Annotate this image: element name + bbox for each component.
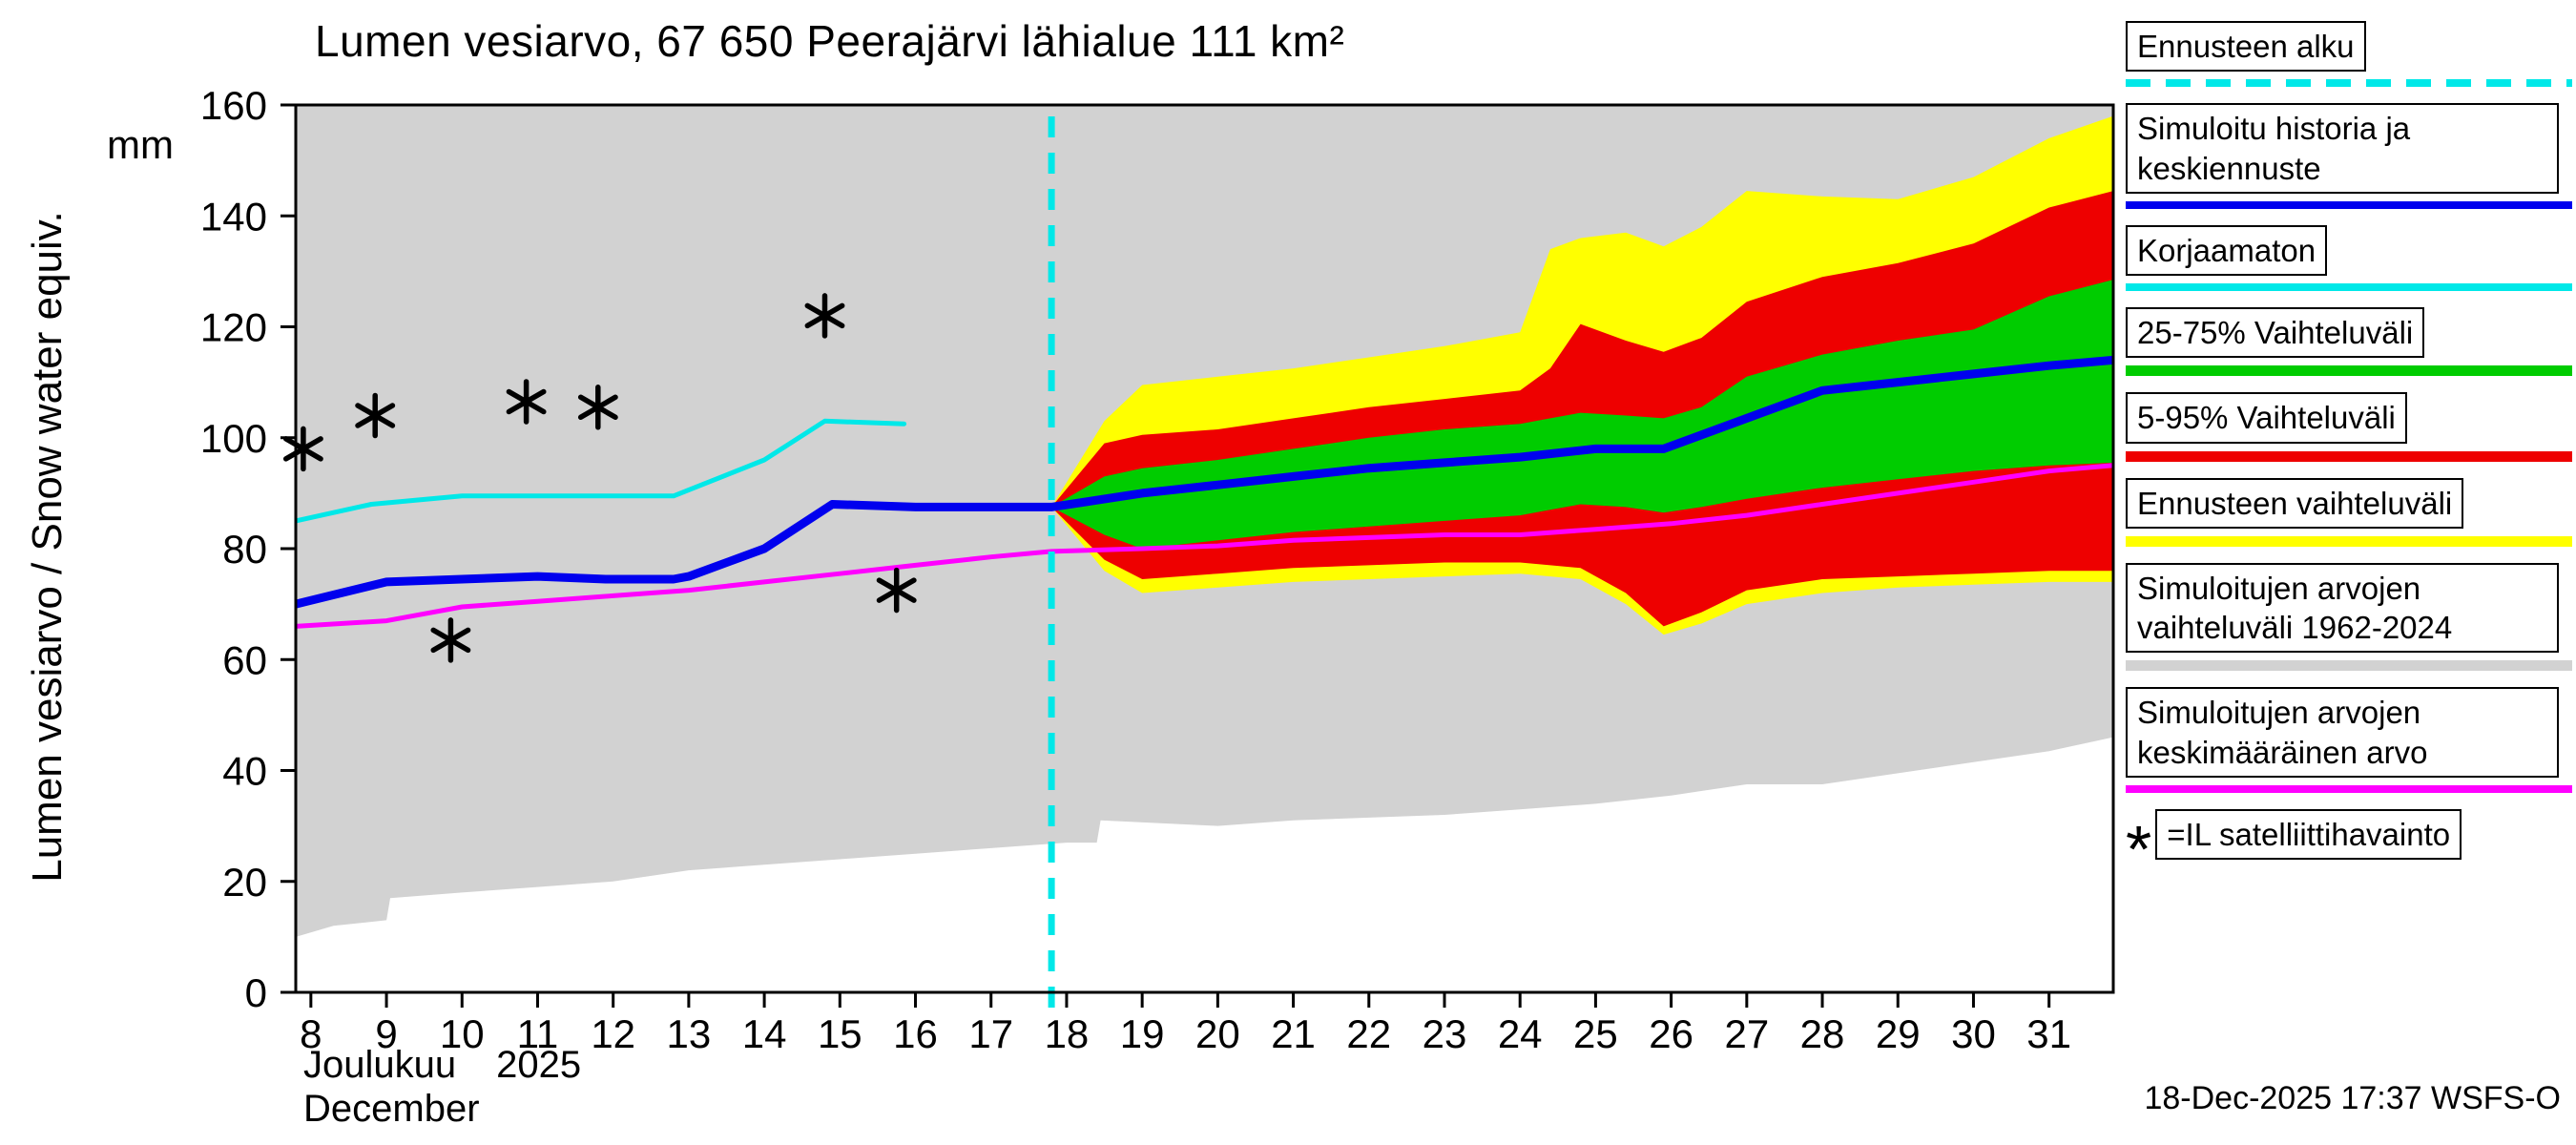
x-tick-label: 13 (667, 1011, 712, 1056)
legend-item: Simuloitujen arvojen vaihteluväli 1962-2… (2126, 562, 2572, 672)
legend-item: 25-75% Vaihteluväli (2126, 307, 2572, 377)
satellite-observation-marker (577, 385, 618, 430)
satellite-observation-marker (506, 379, 547, 425)
x-tick-label: 9 (375, 1011, 397, 1056)
legend-label: 25-75% Vaihteluväli (2126, 307, 2425, 359)
y-tick-label: 140 (200, 194, 267, 239)
y-tick-label: 120 (200, 305, 267, 350)
x-tick-label: 15 (818, 1011, 862, 1056)
y-tick-label: 0 (245, 970, 267, 1015)
legend-label: Simuloitujen arvojen vaihteluväli 1962-2… (2126, 562, 2559, 654)
legend-line-swatch (2126, 79, 2572, 88)
plot-area (296, 105, 2113, 937)
legend-item: Ennusteen alku (2126, 21, 2572, 88)
x-axis-month-label: Joulukuu 2025 (303, 1044, 581, 1087)
legend-band-swatch (2126, 535, 2572, 547)
legend-line-swatch (2126, 200, 2572, 209)
satellite-observation-marker (430, 617, 471, 663)
x-tick-label: 21 (1271, 1011, 1316, 1056)
x-tick-label: 14 (742, 1011, 787, 1056)
legend-item: * =IL satelliittihavainto (2126, 808, 2572, 883)
x-tick-label: 19 (1120, 1011, 1165, 1056)
x-tick-label: 17 (968, 1011, 1013, 1056)
legend-label: Simuloitu historia ja keskiennuste (2126, 103, 2559, 194)
legend-line-swatch (2126, 283, 2572, 291)
legend-label: 5-95% Vaihteluväli (2126, 392, 2407, 444)
line-uncorrected (296, 418, 907, 524)
y-tick-label: 80 (222, 527, 267, 572)
x-tick-label: 11 (517, 1011, 559, 1056)
x-tick-label: 12 (591, 1011, 635, 1056)
x-tick-label: 25 (1573, 1011, 1618, 1056)
legend-item: Simuloitu historia ja keskiennuste (2126, 103, 2572, 209)
month-name-fi: Joulukuu (303, 1044, 457, 1086)
y-tick-label: 20 (222, 860, 267, 905)
y-tick-label: 60 (222, 637, 267, 682)
y-tick-label: 40 (222, 749, 267, 794)
legend-item: Simuloitujen arvojen keskimääräinen arvo (2126, 687, 2572, 793)
y-tick-label: 160 (200, 83, 267, 128)
legend-label: Ennusteen alku (2126, 21, 2366, 73)
satellite-observation-marker (876, 567, 917, 614)
legend: Ennusteen alku Simuloitu historia ja kesk… (2126, 21, 2572, 883)
legend-line-swatch (2126, 784, 2572, 793)
legend-satellite-entry: * =IL satelliittihavainto (2126, 808, 2572, 883)
year-label: 2025 (496, 1044, 582, 1086)
line-simulated-history-and-mean-forecast (296, 355, 2113, 609)
x-tick-label: 8 (300, 1011, 322, 1056)
x-tick-label: 26 (1649, 1011, 1693, 1056)
x-tick-label: 31 (2026, 1011, 2071, 1056)
legend-band-swatch (2126, 365, 2572, 377)
x-tick-label: 23 (1423, 1011, 1467, 1056)
line-simulated-mean-value (296, 463, 2113, 629)
x-tick-label: 22 (1346, 1011, 1391, 1056)
y-axis-unit-label: mm (107, 122, 174, 167)
x-tick-label: 20 (1195, 1011, 1240, 1056)
legend-label: Korjaamaton (2126, 224, 2328, 276)
legend-item: Korjaamaton (2126, 224, 2572, 291)
x-tick-label: 24 (1498, 1011, 1543, 1056)
x-tick-label: 10 (440, 1011, 485, 1056)
legend-label: =IL satelliittihavainto (2155, 808, 2462, 860)
satellite-observation-marker (355, 392, 396, 439)
x-tick-label: 18 (1045, 1011, 1090, 1056)
timestamp: 18-Dec-2025 17:37 WSFS-O (2144, 1080, 2561, 1116)
legend-item: Ennusteen vaihteluväli (2126, 477, 2572, 547)
x-tick-label: 27 (1724, 1011, 1769, 1056)
band-range-25-75 (1051, 280, 2113, 549)
satellite-observation-marker (282, 426, 323, 472)
legend-band-swatch (2126, 450, 2572, 462)
x-tick-label: 28 (1800, 1011, 1845, 1056)
legend-label: Ennusteen vaihteluväli (2126, 477, 2464, 529)
x-axis-month-label-en: December (303, 1088, 480, 1130)
legend-band-swatch (2126, 660, 2572, 672)
x-tick-label: 16 (893, 1011, 938, 1056)
satellite-observation-marker (804, 293, 845, 339)
x-tick-label: 29 (1876, 1011, 1921, 1056)
y-tick-label: 100 (200, 416, 267, 461)
legend-label: Simuloitujen arvojen keskimääräinen arvo (2126, 687, 2559, 778)
legend-item: 5-95% Vaihteluväli (2126, 392, 2572, 462)
chart-title: Lumen vesiarvo, 67 650 Peerajärvi lähial… (315, 16, 1345, 66)
x-tick-label: 30 (1951, 1011, 1996, 1056)
